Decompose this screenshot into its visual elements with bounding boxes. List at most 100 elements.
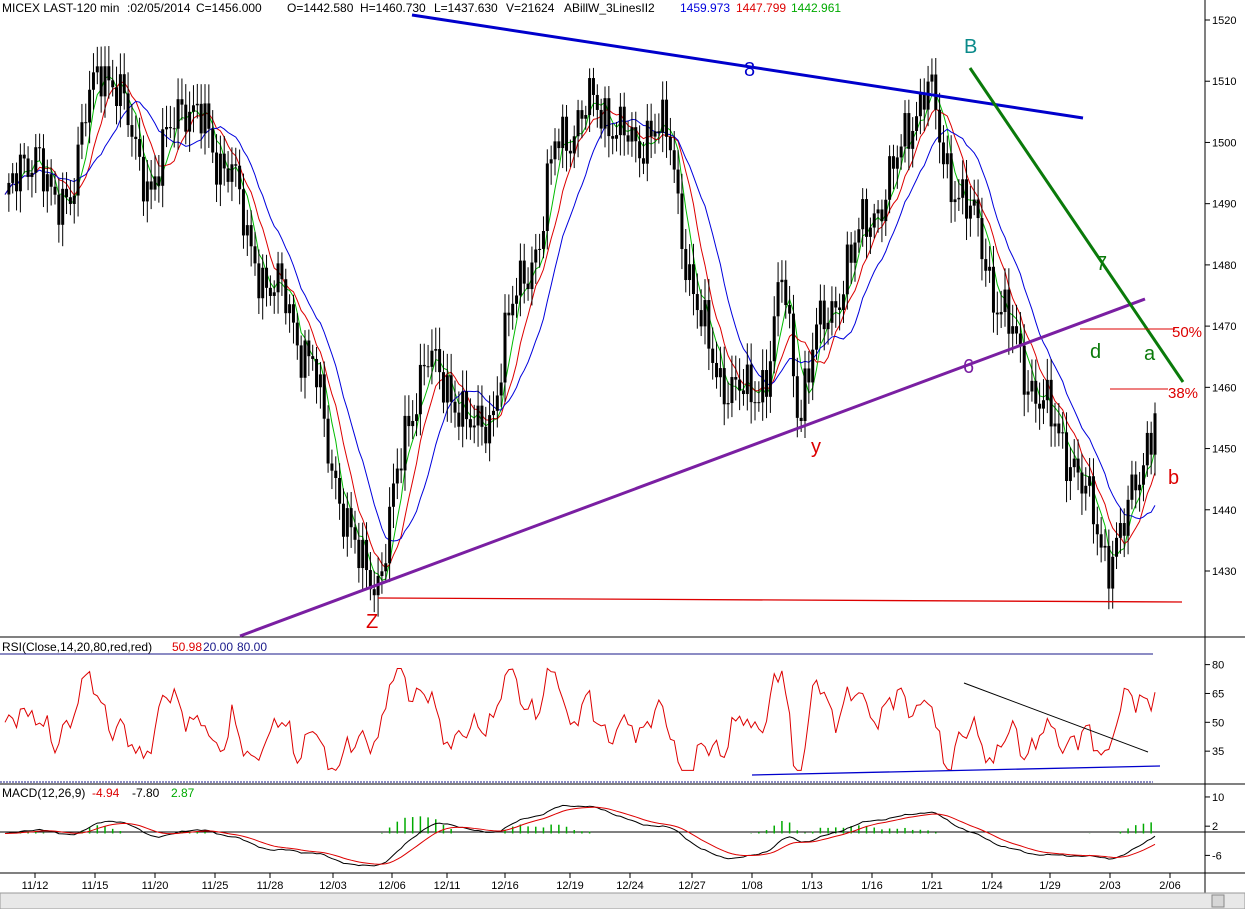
- candle-body: [1134, 474, 1138, 491]
- rsi-high: 80.00: [237, 640, 267, 654]
- candle-body: [407, 415, 411, 427]
- candle-body: [1015, 326, 1019, 334]
- candle-body: [141, 156, 145, 202]
- macd-line: [4, 804, 1156, 867]
- candle-body: [572, 136, 576, 154]
- candle-body: [688, 264, 692, 281]
- candle-body: [161, 129, 165, 186]
- candle-body: [930, 74, 934, 82]
- candle-body: [111, 80, 115, 88]
- candle-body: [915, 116, 919, 131]
- indicator-red-value: 1447.799: [736, 1, 786, 15]
- candle-body: [980, 218, 984, 260]
- date-tick-label: 2/06: [1159, 880, 1180, 892]
- open-readout: O=1442.580: [287, 1, 354, 15]
- candle-body: [241, 189, 245, 236]
- candle-body: [580, 110, 584, 119]
- candle-body: [165, 127, 169, 130]
- candle-body: [965, 179, 969, 219]
- candle-body: [553, 141, 557, 160]
- candle-body: [145, 181, 149, 202]
- candle-body: [68, 197, 72, 204]
- label-line-8: 8: [744, 59, 755, 81]
- candle-body: [738, 379, 742, 391]
- candle-body: [1153, 413, 1157, 455]
- price-tick-label: 1510: [1212, 76, 1236, 88]
- label-B: B: [964, 36, 977, 58]
- candle-body: [938, 109, 942, 143]
- candle-body: [584, 115, 588, 119]
- candle-body: [1061, 432, 1065, 434]
- candle-body: [430, 350, 434, 367]
- candle-body: [765, 370, 769, 397]
- candle-body: [415, 414, 419, 421]
- macd-label: MACD(12,26,9): [2, 786, 85, 800]
- rsi-axis: 80 65 50 35: [1205, 660, 1224, 758]
- candle-body: [538, 248, 542, 250]
- candle-body: [972, 199, 976, 206]
- time-axis: 11/12 11/15 11/20 11/25 11/28 12/03 12/06 12/11…: [22, 873, 1181, 892]
- ma-red-line: [4, 81, 1156, 569]
- candle-body: [284, 279, 288, 314]
- date-tick-label: 11/12: [22, 880, 49, 892]
- price-tick-label: 1430: [1212, 566, 1236, 578]
- candle-body: [1149, 432, 1153, 455]
- candle-body: [499, 382, 503, 396]
- price-axis: 1520 1510 1500 1490 1480 1470 1460 1450 1440 1430: [1205, 15, 1236, 578]
- scroll-right-button[interactable]: [1211, 894, 1225, 908]
- trendline-7: [968, 67, 1185, 383]
- candle-body: [303, 340, 307, 378]
- candle-body: [495, 395, 499, 411]
- candle-body: [603, 98, 607, 129]
- candle-body: [315, 358, 319, 388]
- candle-body: [626, 135, 630, 142]
- candle-body: [488, 415, 492, 444]
- support-line: [377, 597, 1183, 603]
- date-tick-label: 2/03: [1099, 880, 1120, 892]
- candle-body: [1115, 537, 1119, 557]
- candle-body: [638, 141, 642, 159]
- candle-body: [334, 470, 338, 478]
- candle-body: [657, 131, 661, 133]
- candle-body: [211, 128, 215, 153]
- candle-body: [99, 66, 103, 97]
- candle-body: [80, 122, 84, 145]
- candle-body: [891, 156, 895, 169]
- candle-body: [1026, 391, 1030, 395]
- price-tick-label: 1460: [1212, 382, 1236, 394]
- candle-body: [511, 303, 515, 316]
- candle-body: [30, 172, 34, 177]
- candle-body: [230, 164, 234, 182]
- candle-body: [1099, 534, 1103, 548]
- candle-body: [1084, 485, 1088, 494]
- date-tick-label: 11/20: [142, 880, 169, 892]
- candle-body: [549, 159, 553, 164]
- candle-body: [565, 116, 569, 151]
- candle-body: [322, 374, 326, 419]
- date-tick-label: 12/24: [616, 880, 644, 892]
- candle-body: [265, 267, 269, 288]
- candle-body: [645, 120, 649, 164]
- candle-body: [968, 205, 972, 219]
- candle-body: [95, 66, 99, 73]
- candle-body: [361, 539, 365, 569]
- candle-body: [234, 164, 238, 166]
- chart-symbol: MICEX LAST-120 min: [2, 1, 119, 15]
- candle-body: [649, 120, 653, 137]
- candle-body: [38, 147, 42, 149]
- candle-body: [830, 301, 834, 323]
- candle-body: [757, 402, 761, 404]
- candle-body: [357, 539, 361, 569]
- candle-body: [65, 188, 69, 198]
- candle-body: [484, 426, 488, 444]
- date-tick-label: 12/06: [378, 880, 406, 892]
- date-tick-label: 1/24: [981, 880, 1002, 892]
- candle-body: [261, 267, 265, 299]
- candle-body: [941, 142, 945, 165]
- candle-body: [280, 263, 284, 280]
- candle-body: [391, 483, 395, 507]
- candle-body: [865, 199, 869, 237]
- candle-body: [868, 227, 872, 237]
- candle-body: [888, 156, 892, 200]
- candle-body: [684, 248, 688, 281]
